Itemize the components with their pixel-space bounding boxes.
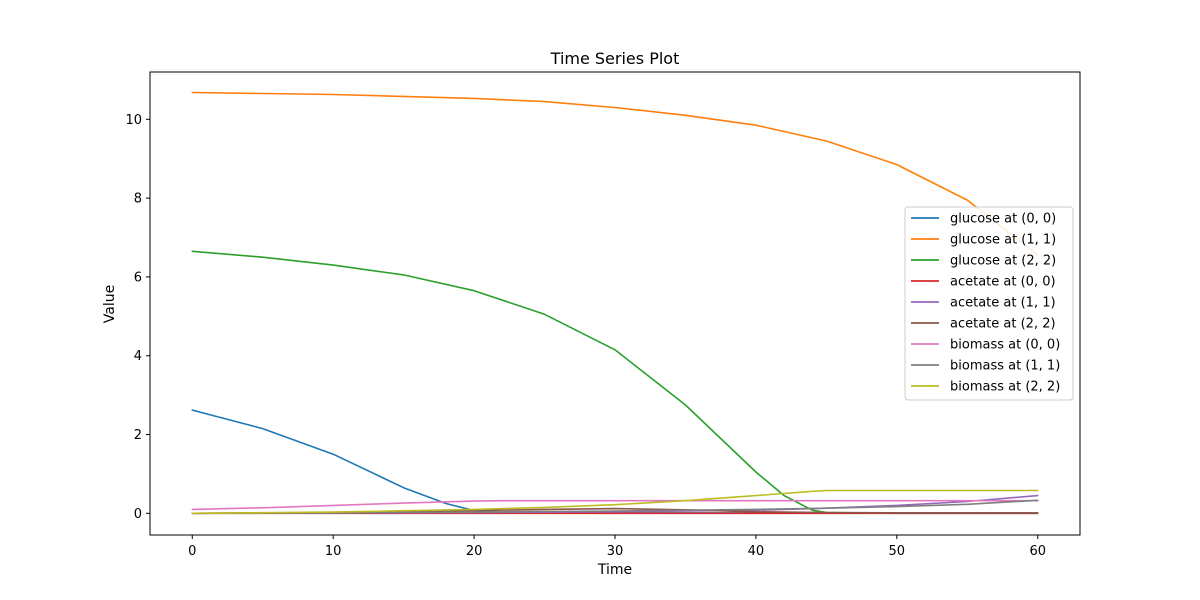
series-line-7 bbox=[191, 499, 1039, 515]
legend-label: acetate at (2, 2) bbox=[950, 317, 1056, 332]
x-tick-label: 20 bbox=[466, 544, 483, 559]
x-tick-label: 30 bbox=[607, 544, 624, 559]
x-axis: 0 10 20 30 40 50 60 bbox=[188, 535, 1046, 559]
y-tick-label: 10 bbox=[125, 113, 142, 128]
legend-label: biomass at (0, 0) bbox=[950, 338, 1060, 353]
x-tick-label: 10 bbox=[325, 544, 342, 559]
y-tick-label: 6 bbox=[134, 270, 142, 285]
x-tick-label: 40 bbox=[748, 544, 765, 559]
y-tick-label: 2 bbox=[134, 428, 142, 443]
x-tick-label: 50 bbox=[889, 544, 906, 559]
legend-label: biomass at (2, 2) bbox=[950, 380, 1060, 395]
y-axis-label: Value bbox=[102, 285, 118, 323]
legend-box bbox=[904, 206, 1074, 401]
legend: glucose at (0, 0) glucose at (1, 1) glucos… bbox=[904, 206, 1074, 401]
series-line-1 bbox=[191, 91, 1039, 256]
chart-title: Time Series Plot bbox=[550, 49, 680, 68]
series-line-6 bbox=[191, 499, 1039, 511]
y-axis: 0 2 4 6 8 10 bbox=[125, 113, 150, 522]
y-tick-label: 0 bbox=[134, 507, 142, 522]
legend-label: acetate at (1, 1) bbox=[950, 296, 1056, 311]
legend-label: glucose at (1, 1) bbox=[950, 233, 1056, 248]
x-tick-label: 60 bbox=[1029, 544, 1046, 559]
x-tick-label: 0 bbox=[188, 544, 196, 559]
y-tick-label: 8 bbox=[134, 192, 142, 207]
series-line-8 bbox=[191, 489, 1039, 515]
legend-label: biomass at (1, 1) bbox=[950, 359, 1060, 374]
legend-label: acetate at (0, 0) bbox=[950, 275, 1056, 290]
legend-label: glucose at (2, 2) bbox=[950, 254, 1056, 269]
legend-label: glucose at (0, 0) bbox=[950, 212, 1056, 227]
y-tick-label: 4 bbox=[134, 349, 142, 364]
series-layer bbox=[191, 91, 1039, 515]
x-axis-label: Time bbox=[597, 562, 632, 578]
